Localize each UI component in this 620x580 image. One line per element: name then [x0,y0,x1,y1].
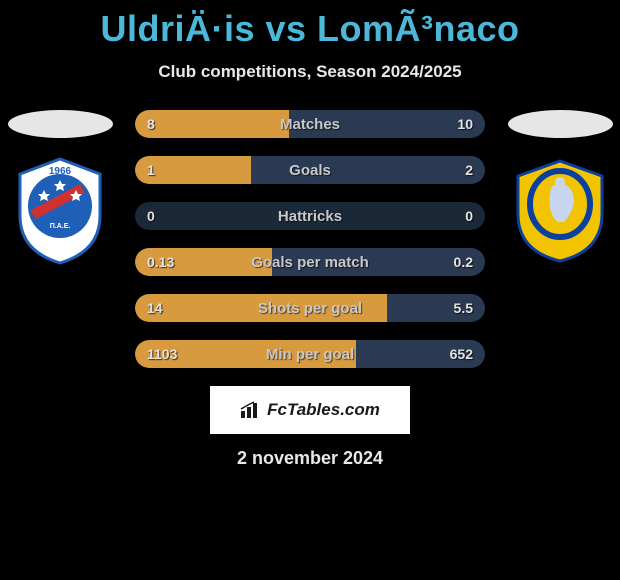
stat-row: 00Hattricks [135,202,485,230]
stat-label: Hattricks [135,202,485,230]
stat-label: Min per goal [135,340,485,368]
watermark-text: FcTables.com [267,400,380,420]
svg-text:Π.Α.Ε.: Π.Α.Ε. [50,223,71,230]
watermark-badge: FcTables.com [210,386,410,434]
right-name-oval [508,110,613,138]
stat-row: 145.5Shots per goal [135,294,485,322]
left-club-crest: 1966 Π.Α.Ε. [10,156,110,266]
stat-row: 12Goals [135,156,485,184]
stat-row: 1103652Min per goal [135,340,485,368]
right-player-column [500,110,620,266]
stat-row: 810Matches [135,110,485,138]
stat-label: Shots per goal [135,294,485,322]
stat-label: Matches [135,110,485,138]
comparison-date: 2 november 2024 [0,448,620,469]
stats-container: 810Matches 12Goals 00Hattricks 0.130.2Goals… [135,110,485,368]
right-club-crest [510,156,610,266]
left-player-column: 1966 Π.Α.Ε. [0,110,120,266]
left-name-oval [8,110,113,138]
comparison-subtitle: Club competitions, Season 2024/2025 [0,62,620,82]
comparison-title: UldriÄ·is vs LomÃ³naco [0,0,620,50]
comparison-content: 1966 Π.Α.Ε. 810Matches 12Goals 00Hattricks… [0,110,620,368]
chart-bars-icon [240,401,262,419]
stat-label: Goals per match [135,248,485,276]
stat-label: Goals [135,156,485,184]
stat-row: 0.130.2Goals per match [135,248,485,276]
svg-text:1966: 1966 [49,166,72,177]
